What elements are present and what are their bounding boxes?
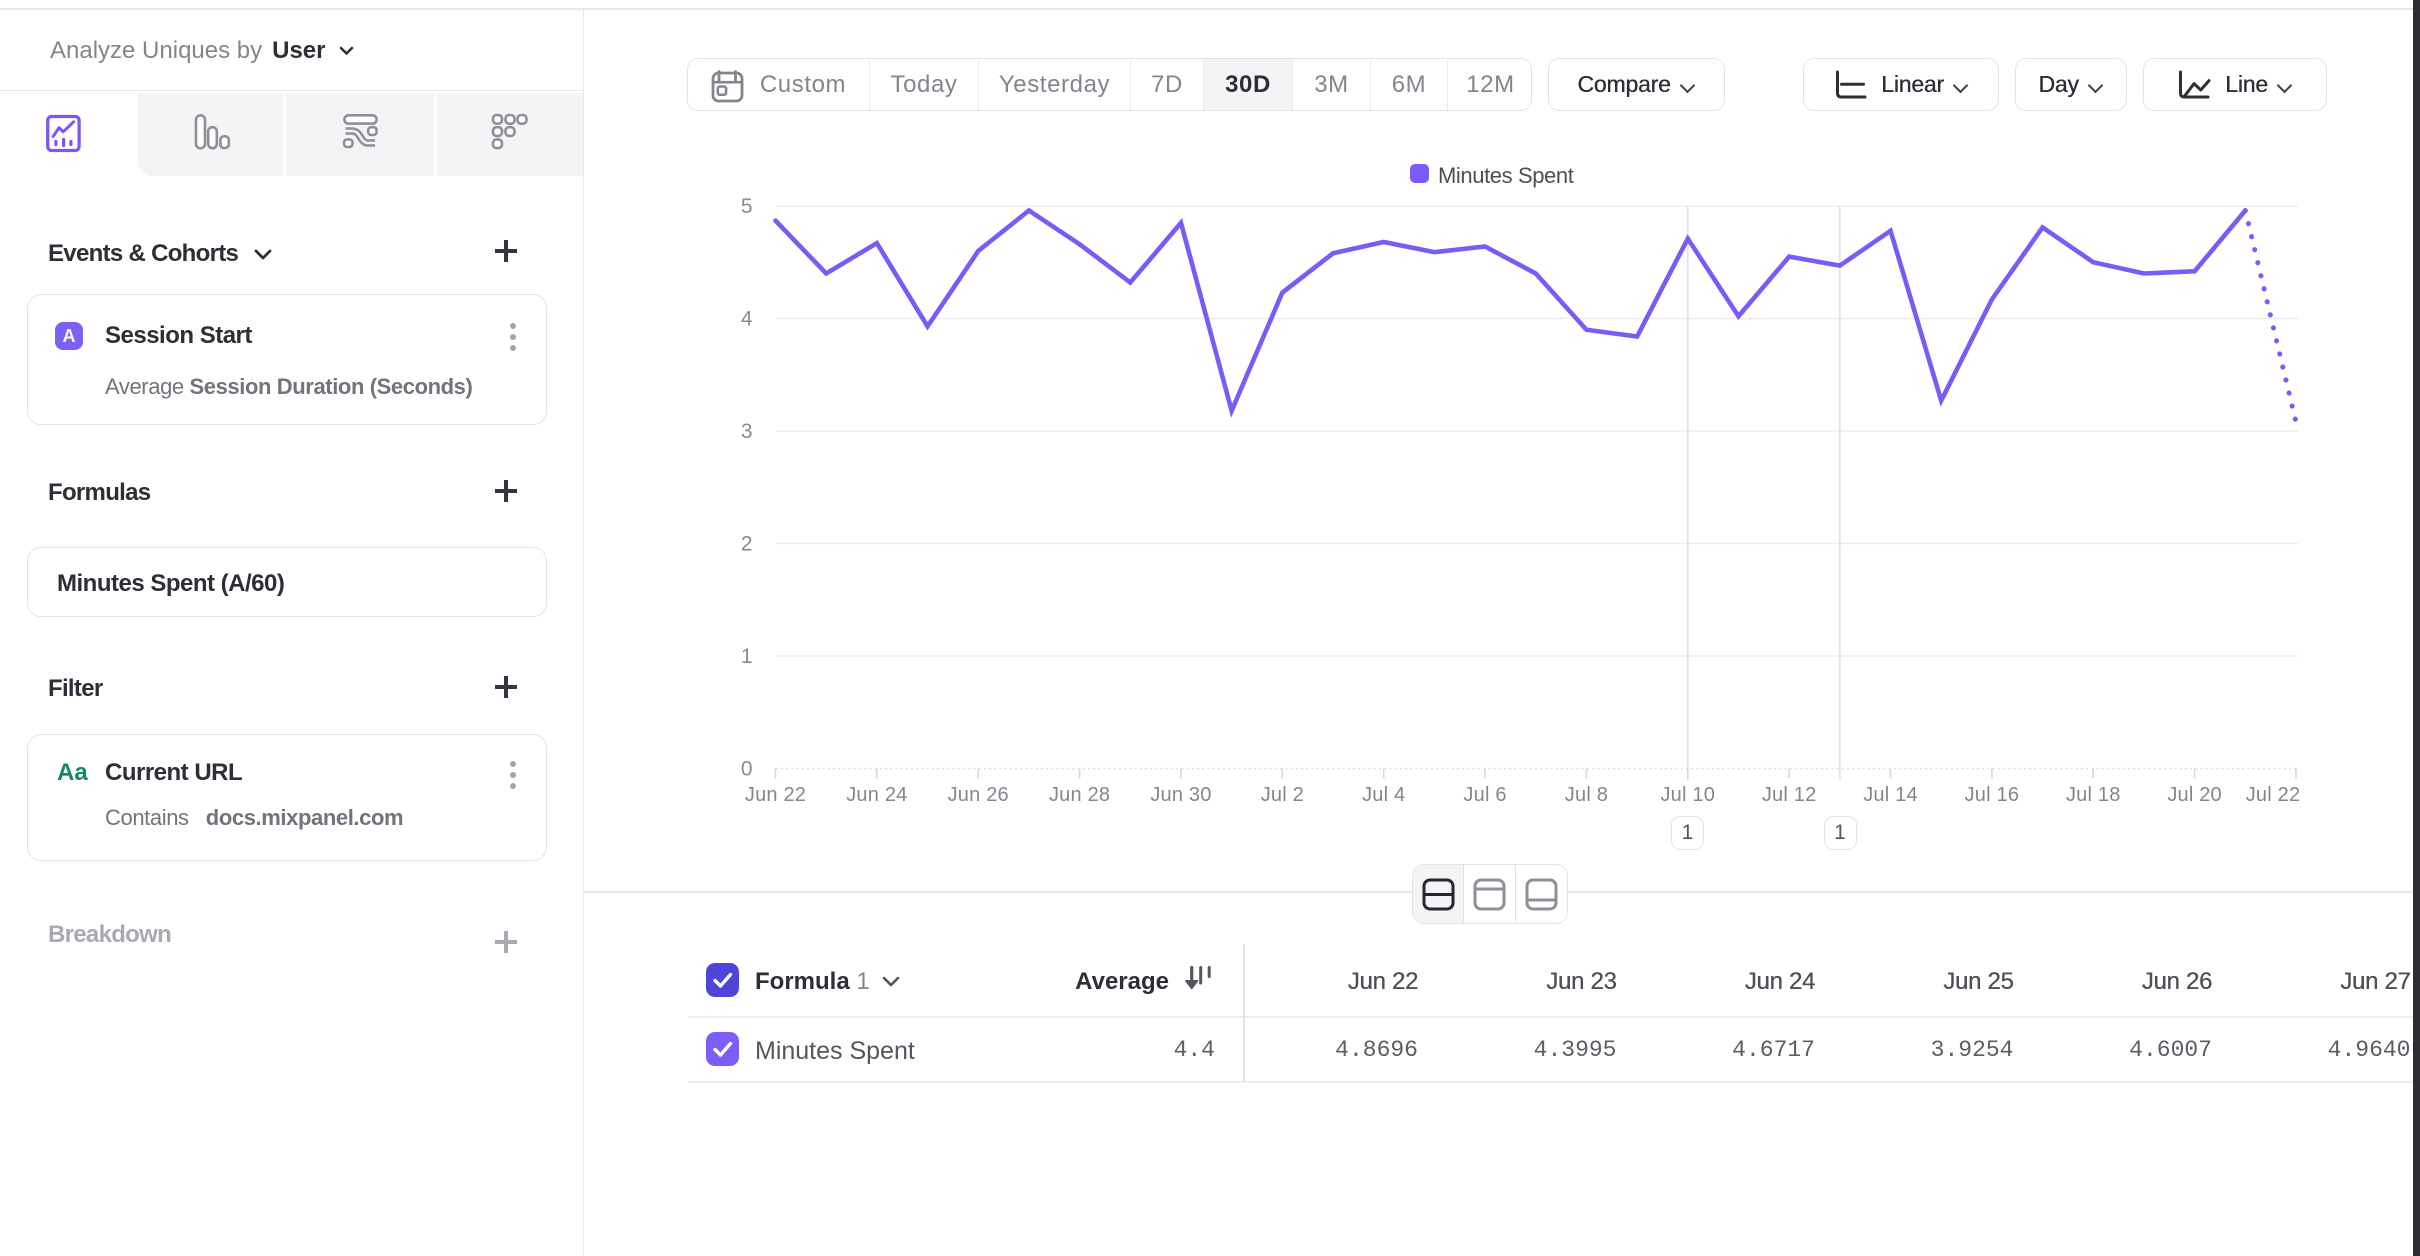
svg-text:0: 0 [741, 758, 753, 781]
svg-text:5: 5 [741, 195, 753, 218]
svg-text:3: 3 [741, 420, 753, 443]
svg-text:1: 1 [741, 645, 753, 668]
svg-text:4: 4 [741, 308, 753, 331]
svg-text:2: 2 [741, 533, 753, 556]
